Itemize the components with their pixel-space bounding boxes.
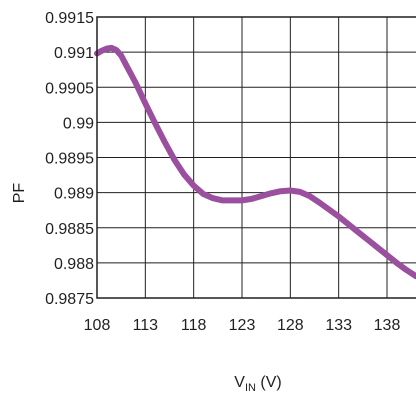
y-tick-labels: 0.9875 0.988 0.9885 0.989 0.9895 0.99 0.9905 0.… bbox=[45, 10, 94, 308]
x-tick-label: 123 bbox=[229, 317, 256, 334]
y-tick-label: 0.9875 bbox=[45, 291, 94, 308]
x-tick-label: 128 bbox=[277, 317, 304, 334]
x-tick-label: 108 bbox=[84, 317, 111, 334]
x-axis-label-sub: IN bbox=[245, 382, 256, 394]
y-tick-label: 0.989 bbox=[54, 186, 94, 203]
y-tick-label: 0.9895 bbox=[45, 151, 94, 168]
y-tick-label: 0.9915 bbox=[45, 10, 94, 27]
y-tick-label: 0.99 bbox=[63, 115, 94, 132]
y-tick-label: 0.9885 bbox=[45, 221, 94, 238]
x-tick-label: 113 bbox=[133, 317, 159, 334]
plot-frame bbox=[96, 16, 416, 299]
y-tick-label: 0.988 bbox=[54, 256, 94, 273]
y-tick-label: 0.991 bbox=[54, 45, 94, 62]
x-tick-label: 118 bbox=[181, 317, 207, 334]
y-axis-label: PF bbox=[11, 183, 28, 204]
x-axis-label: VIN (V) bbox=[234, 374, 281, 394]
x-tick-label: 138 bbox=[374, 317, 401, 334]
pf-curve bbox=[94, 44, 416, 280]
grid-lines bbox=[96, 16, 416, 299]
x-tick-labels: 108 113 118 123 128 133 138 bbox=[84, 317, 401, 334]
x-axis-label-unit: (V) bbox=[256, 374, 282, 391]
y-tick-label: 0.9905 bbox=[45, 80, 94, 97]
x-axis-label-main: V bbox=[234, 374, 245, 391]
x-tick-label: 133 bbox=[325, 317, 352, 334]
